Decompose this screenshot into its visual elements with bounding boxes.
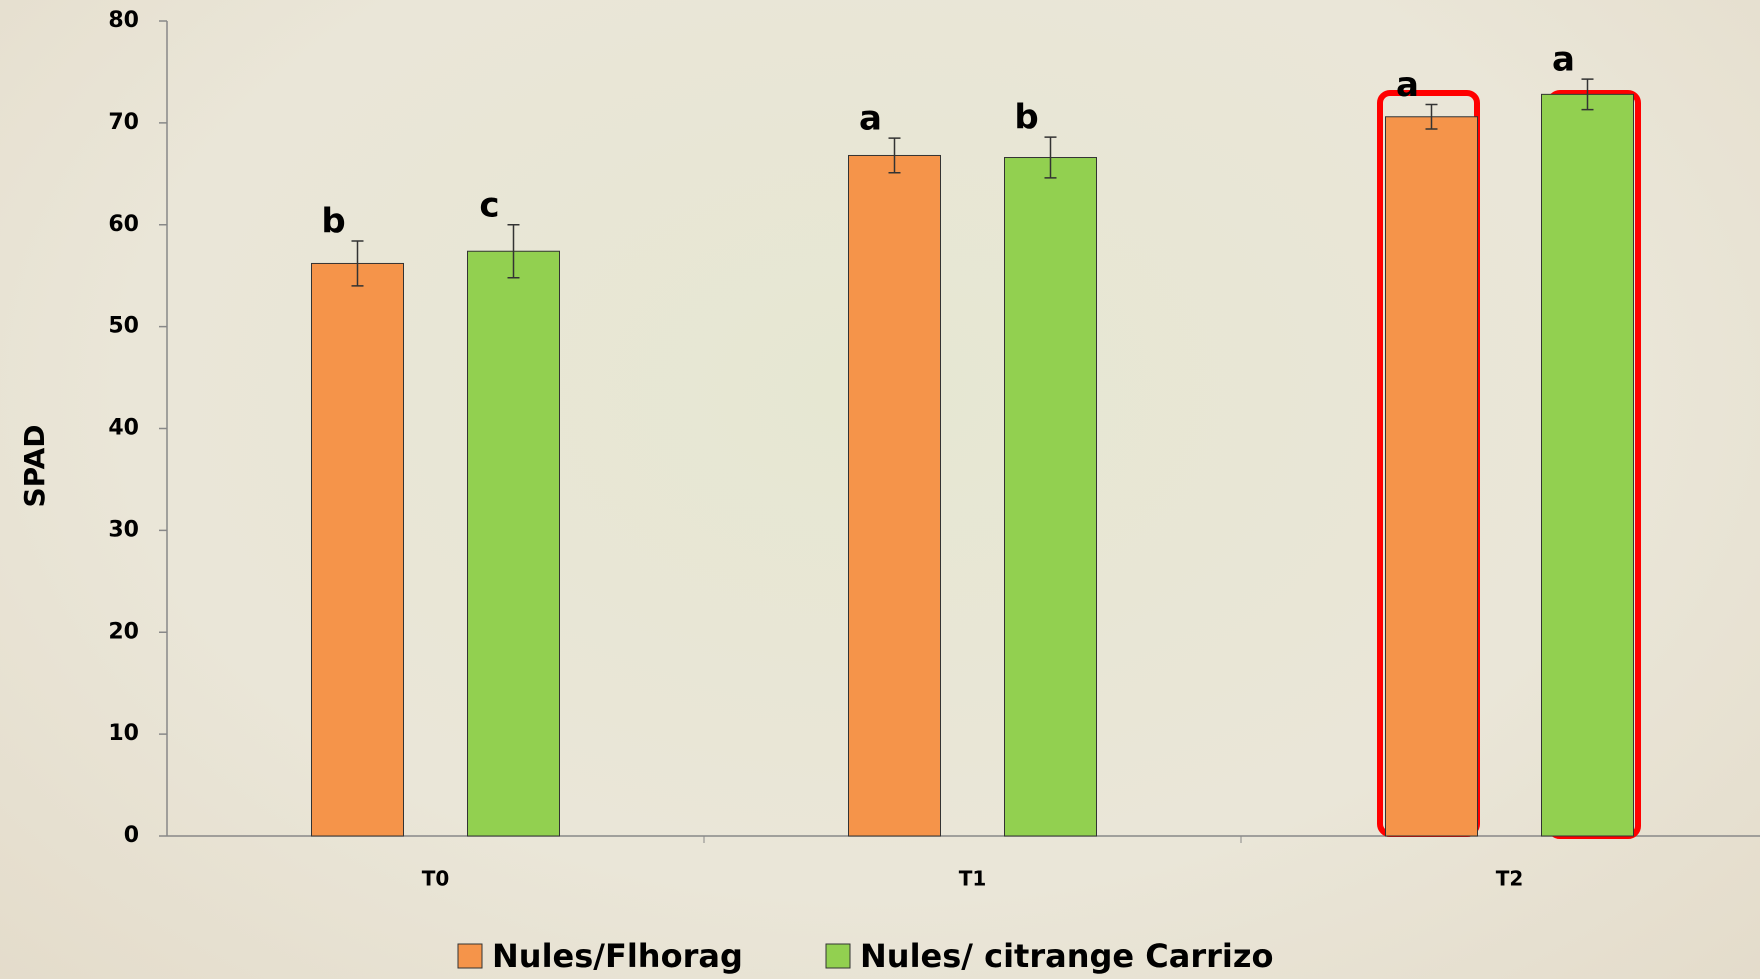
bar xyxy=(1004,157,1097,837)
y-tick-label: 50 xyxy=(108,314,139,339)
bar xyxy=(311,262,404,837)
error-bar xyxy=(888,137,901,174)
x-tick-label: T2 xyxy=(1496,867,1524,891)
significance-letter: c xyxy=(479,185,499,225)
error-bar xyxy=(1425,103,1438,130)
y-tick-label: 40 xyxy=(108,416,139,441)
significance-letter: a xyxy=(859,99,882,139)
y-axis-label: SPAD xyxy=(18,424,51,507)
significance-letter: a xyxy=(1552,40,1575,80)
y-tick-label: 20 xyxy=(108,619,139,644)
legend-label: Nules/Flhorag xyxy=(492,937,743,975)
bar xyxy=(848,154,941,837)
significance-letter: b xyxy=(321,202,345,242)
legend-swatch xyxy=(825,943,851,969)
y-tick-label: 70 xyxy=(108,110,139,135)
error-bar xyxy=(1044,136,1057,179)
error-bar xyxy=(507,224,520,279)
significance-letter: a xyxy=(1396,65,1419,105)
error-bar xyxy=(351,240,364,287)
error-bar xyxy=(1581,78,1594,111)
legend-swatch xyxy=(457,943,483,969)
x-tick-label: T0 xyxy=(422,867,450,891)
y-tick-label: 30 xyxy=(108,517,139,542)
y-tick-label: 10 xyxy=(108,721,139,746)
y-tick-label: 80 xyxy=(108,8,139,33)
bar xyxy=(1385,116,1478,837)
significance-letter: b xyxy=(1014,98,1038,138)
y-tick-label: 60 xyxy=(108,212,139,237)
x-tick-label: T1 xyxy=(959,867,987,891)
y-tick-label: 0 xyxy=(124,823,139,848)
bar xyxy=(1541,93,1634,837)
legend-label: Nules/ citrange Carrizo xyxy=(860,937,1273,975)
bar xyxy=(467,250,560,837)
